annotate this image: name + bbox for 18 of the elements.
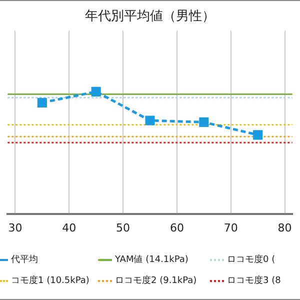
point	[199, 117, 209, 127]
chart-title: 年代別平均値（男性）	[85, 9, 215, 24]
legend-label: ロコモ度2 (9.1kPa)	[115, 274, 197, 287]
x-tick-label: 50	[116, 221, 130, 234]
legend-label: YAM値 (14.1kPa)	[115, 254, 188, 266]
legend-label: コモ度1 (10.5kPa)	[11, 274, 90, 287]
legend-label: ロコモ度0 (	[227, 254, 276, 266]
x-tick-label: 70	[224, 221, 238, 234]
x-tick-label: 60	[170, 221, 184, 234]
point	[253, 130, 263, 140]
point	[91, 86, 101, 96]
legend-label: 代平均	[11, 254, 38, 266]
x-tick-label: 80	[278, 221, 292, 234]
x-tick-label: 30	[8, 221, 22, 234]
x-tick-label: 40	[62, 221, 76, 234]
point	[145, 116, 155, 126]
point	[37, 98, 47, 108]
legend-label: ロコモ度3 (8	[227, 274, 281, 287]
